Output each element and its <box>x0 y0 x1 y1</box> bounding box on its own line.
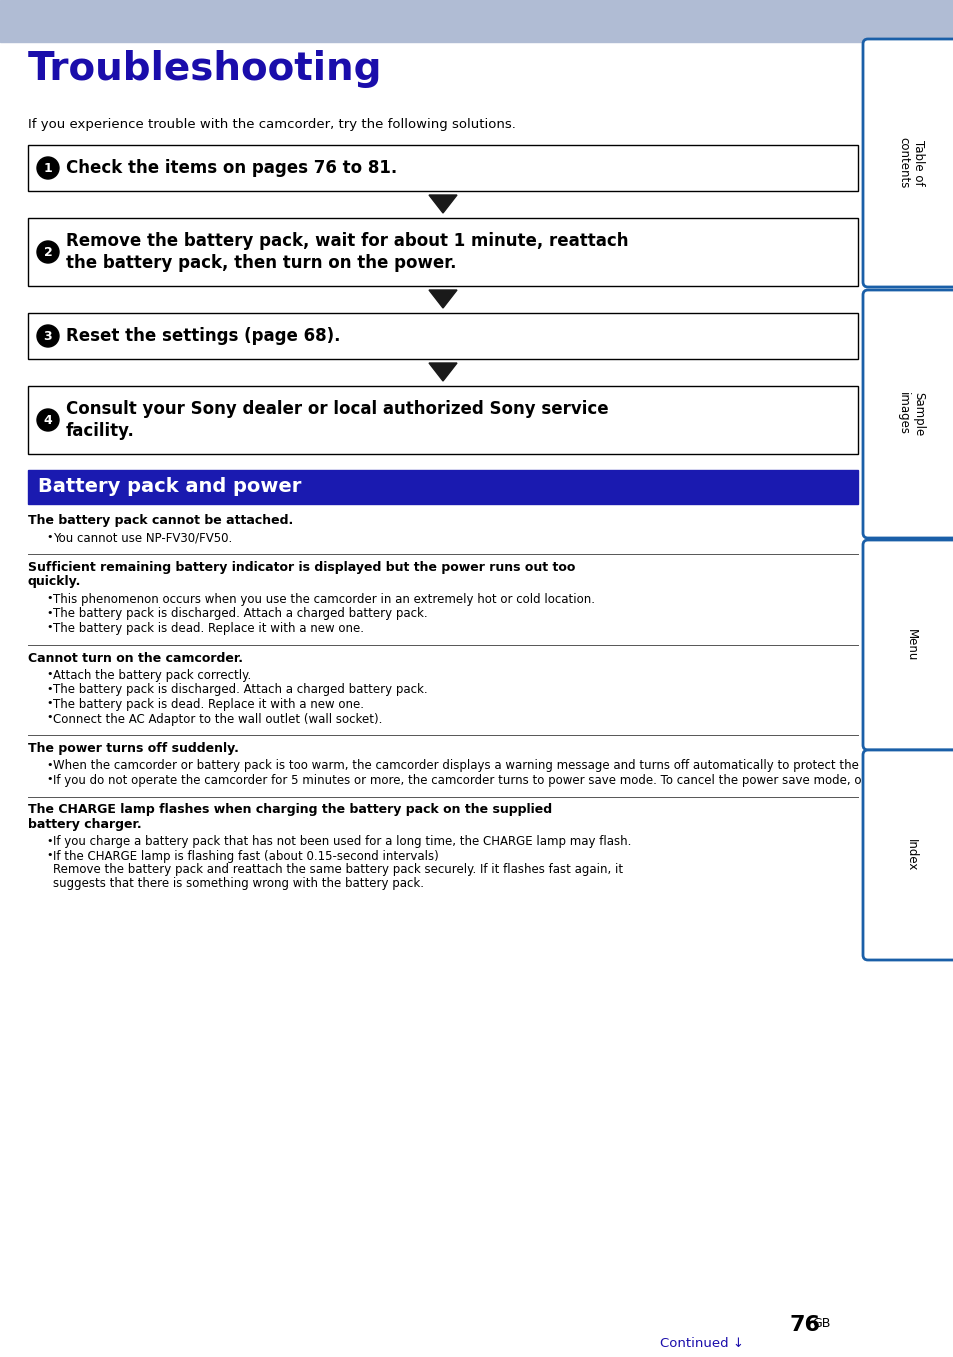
Circle shape <box>37 324 59 347</box>
Text: •: • <box>46 849 52 860</box>
FancyBboxPatch shape <box>862 540 953 750</box>
Text: •: • <box>46 669 52 678</box>
Text: battery charger.: battery charger. <box>28 818 141 830</box>
Text: •: • <box>46 593 52 603</box>
Text: If you charge a battery pack that has not been used for a long time, the CHARGE : If you charge a battery pack that has no… <box>53 836 631 848</box>
Polygon shape <box>429 195 456 213</box>
Text: The battery pack is dead. Replace it with a new one.: The battery pack is dead. Replace it wit… <box>53 697 364 711</box>
Text: Troubleshooting: Troubleshooting <box>28 50 382 88</box>
Text: •: • <box>46 684 52 693</box>
Bar <box>28 145 857 191</box>
Text: The battery pack is discharged. Attach a charged battery pack.: The battery pack is discharged. Attach a… <box>53 684 427 696</box>
Text: Sample
images: Sample images <box>896 392 924 436</box>
Bar <box>28 218 857 286</box>
Text: Connect the AC Adaptor to the wall outlet (wall socket).: Connect the AC Adaptor to the wall outle… <box>53 712 382 726</box>
Text: This phenomenon occurs when you use the camcorder in an extremely hot or cold lo: This phenomenon occurs when you use the … <box>53 593 595 607</box>
Text: The battery pack cannot be attached.: The battery pack cannot be attached. <box>28 514 293 527</box>
Text: Table of
contents: Table of contents <box>896 137 924 189</box>
Text: Check the items on pages 76 to 81.: Check the items on pages 76 to 81. <box>66 159 396 176</box>
Text: 1: 1 <box>44 161 52 175</box>
Text: The battery pack is discharged. Attach a charged battery pack.: The battery pack is discharged. Attach a… <box>53 608 427 620</box>
Polygon shape <box>429 364 456 381</box>
Text: quickly.: quickly. <box>28 575 81 589</box>
Bar <box>28 385 857 455</box>
Text: 3: 3 <box>44 330 52 342</box>
Text: If you do not operate the camcorder for 5 minutes or more, the camcorder turns t: If you do not operate the camcorder for … <box>53 773 953 787</box>
Bar <box>28 470 857 503</box>
Text: The battery pack is dead. Replace it with a new one.: The battery pack is dead. Replace it wit… <box>53 622 364 635</box>
Text: You cannot use NP-FV30/FV50.: You cannot use NP-FV30/FV50. <box>53 532 232 544</box>
Text: Cannot turn on the camcorder.: Cannot turn on the camcorder. <box>28 651 243 665</box>
Text: Remove the battery pack, wait for about 1 minute, reattach
the battery pack, the: Remove the battery pack, wait for about … <box>66 232 628 273</box>
FancyBboxPatch shape <box>862 290 953 537</box>
Text: The power turns off suddenly.: The power turns off suddenly. <box>28 742 238 754</box>
Text: •: • <box>46 836 52 845</box>
Text: Remove the battery pack and reattach the same battery pack securely. If it flash: Remove the battery pack and reattach the… <box>53 863 622 877</box>
Text: 4: 4 <box>44 414 52 426</box>
Text: Attach the battery pack correctly.: Attach the battery pack correctly. <box>53 669 251 683</box>
Text: Battery pack and power: Battery pack and power <box>38 478 301 497</box>
Text: •: • <box>46 622 52 632</box>
Text: Sufficient remaining battery indicator is displayed but the power runs out too: Sufficient remaining battery indicator i… <box>28 560 575 574</box>
Circle shape <box>37 408 59 432</box>
Circle shape <box>37 242 59 263</box>
Text: 76: 76 <box>789 1315 821 1335</box>
Text: •: • <box>46 532 52 541</box>
Text: The CHARGE lamp flashes when charging the battery pack on the supplied: The CHARGE lamp flashes when charging th… <box>28 803 552 817</box>
Text: •: • <box>46 773 52 784</box>
Text: When the camcorder or battery pack is too warm, the camcorder displays a warning: When the camcorder or battery pack is to… <box>53 760 927 772</box>
Bar <box>0 0 953 42</box>
Text: Consult your Sony dealer or local authorized Sony service
facility.: Consult your Sony dealer or local author… <box>66 399 608 441</box>
Text: •: • <box>46 608 52 617</box>
FancyBboxPatch shape <box>862 750 953 959</box>
Polygon shape <box>429 290 456 308</box>
Text: Reset the settings (page 68).: Reset the settings (page 68). <box>66 327 340 345</box>
Circle shape <box>37 157 59 179</box>
Text: Continued ↓: Continued ↓ <box>659 1337 743 1350</box>
FancyBboxPatch shape <box>862 39 953 286</box>
Text: Index: Index <box>903 839 917 871</box>
Text: If you experience trouble with the camcorder, try the following solutions.: If you experience trouble with the camco… <box>28 118 516 132</box>
Text: •: • <box>46 697 52 708</box>
Text: If the CHARGE lamp is flashing fast (about 0.15-second intervals): If the CHARGE lamp is flashing fast (abo… <box>53 849 438 863</box>
Text: Menu: Menu <box>903 628 917 661</box>
Text: suggests that there is something wrong with the battery pack.: suggests that there is something wrong w… <box>53 877 423 890</box>
Text: •: • <box>46 712 52 722</box>
Text: •: • <box>46 760 52 769</box>
Text: GB: GB <box>811 1318 829 1330</box>
Bar <box>28 313 857 360</box>
Text: 2: 2 <box>44 246 52 258</box>
